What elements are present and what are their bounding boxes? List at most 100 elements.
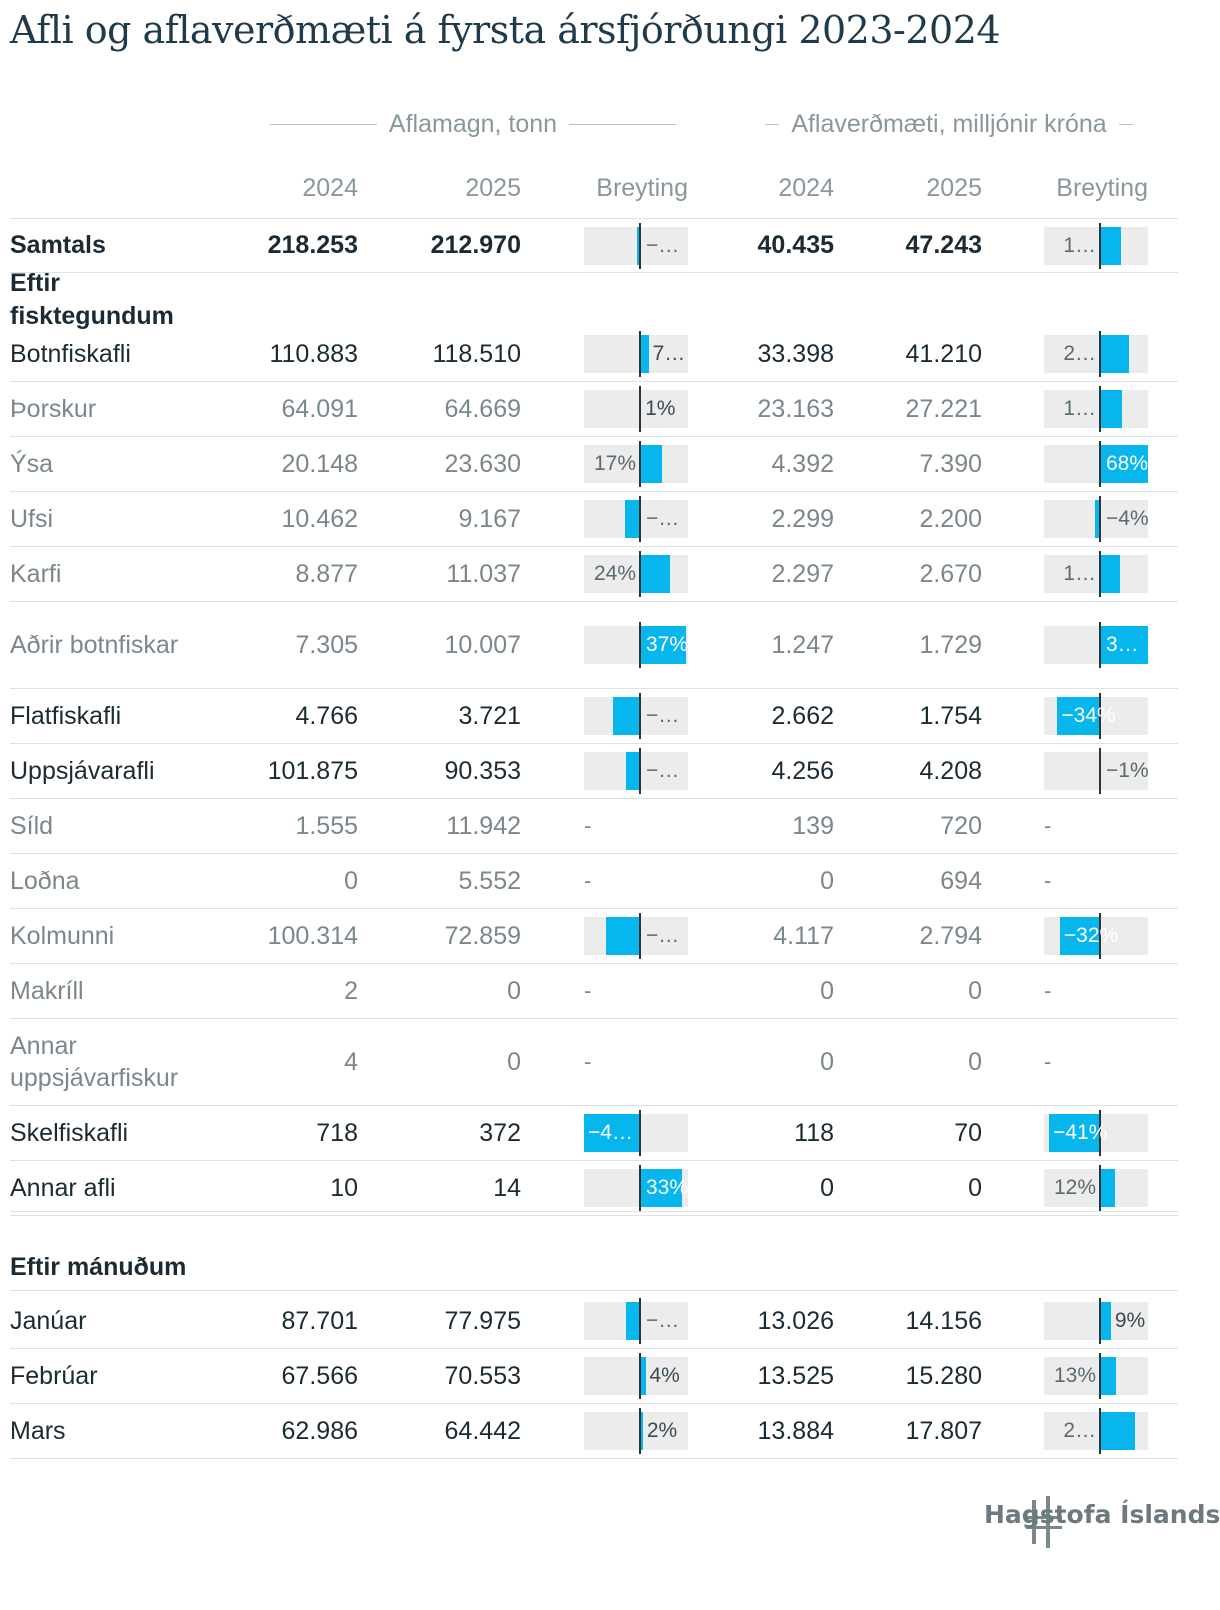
change-bar: −4… <box>584 1110 688 1156</box>
change-label: 2% <box>646 1419 678 1442</box>
value-2025: 0 <box>968 976 982 1005</box>
value-change: 2… <box>1044 1404 1148 1458</box>
zero-axis <box>1099 693 1101 739</box>
table-row: Annar afli 10 14 0 0 33% 12% <box>10 1161 1178 1216</box>
value-2024: 0 <box>820 1173 834 1202</box>
divider-line <box>569 123 677 125</box>
change-label: −… <box>646 924 680 947</box>
change-bar: −32% <box>1044 913 1148 959</box>
value-change: 1… <box>1044 219 1148 272</box>
value-2024: 139 <box>792 811 834 840</box>
zero-axis <box>639 1110 641 1156</box>
value-2025: 1.754 <box>919 701 982 730</box>
volume-change: 2% <box>584 1404 688 1458</box>
value-2025: 14.156 <box>905 1306 982 1335</box>
volume-2024: 100.314 <box>267 921 358 950</box>
volume-2025: 90.353 <box>444 756 521 785</box>
change-label: −34% <box>1061 704 1116 727</box>
value-change: 3… <box>1044 602 1148 688</box>
change-bar: −4% <box>1044 496 1148 542</box>
change-label: 7… <box>652 342 686 365</box>
value-2024: 0 <box>820 866 834 895</box>
table-row: Botnfiskafli 110.883 118.510 33.398 41.210 7…… <box>10 327 1178 382</box>
volume-2025: 23.630 <box>444 449 521 478</box>
change-bar-fill <box>625 752 640 790</box>
volume-change: 17% <box>584 437 688 491</box>
row-label: Ýsa <box>10 449 54 478</box>
zero-axis <box>639 1298 641 1344</box>
volume-2024: 7.305 <box>295 630 358 659</box>
change-label: 13% <box>1053 1364 1096 1387</box>
zero-axis <box>1099 1298 1101 1344</box>
zero-axis <box>639 622 641 668</box>
zero-axis <box>1099 496 1101 542</box>
table-row: Mars 62.986 64.442 13.884 17.807 2% 2… <box>10 1404 1178 1459</box>
volume-2025: 11.037 <box>446 559 521 588</box>
change-bar: −… <box>584 913 688 959</box>
volume-2024: 64.091 <box>281 394 358 423</box>
row-label: Eftir fisktegundum <box>10 269 174 330</box>
divider-line <box>765 123 780 125</box>
volume-change: 24% <box>584 547 688 601</box>
zero-axis <box>639 1165 641 1211</box>
volume-2025: 3.721 <box>458 701 521 730</box>
row-label: Aðrir botnfiskar <box>10 630 179 659</box>
change-bar-fill <box>637 226 640 265</box>
header-rule <box>10 218 1178 219</box>
value-2024: 2.299 <box>771 504 834 533</box>
change-missing: - <box>584 813 592 838</box>
volume-change: −… <box>584 492 688 546</box>
change-bar: −… <box>584 693 688 739</box>
value-change: −41% <box>1044 1106 1148 1160</box>
zero-axis <box>639 1353 641 1399</box>
value-change: - <box>1044 799 1148 853</box>
change-bar-fill <box>640 1412 643 1450</box>
row-label: Annar uppsjávarfiskur <box>10 1031 179 1093</box>
row-label: Janúar <box>10 1306 87 1335</box>
change-bar: 1… <box>1044 551 1148 597</box>
value-2024: 40.435 <box>757 231 834 259</box>
change-bar-fill <box>584 1114 640 1152</box>
change-label: −4… <box>588 1121 633 1144</box>
change-bar-fill <box>1100 1412 1136 1450</box>
change-bar: 17% <box>584 441 688 487</box>
change-bar-fill <box>1100 335 1130 373</box>
value-2025: 47.243 <box>905 231 982 259</box>
change-bar-fill <box>1100 626 1148 664</box>
change-label: 37% <box>646 633 689 656</box>
change-label: 1… <box>1063 562 1096 585</box>
zero-axis <box>1099 331 1101 377</box>
change-label: 33% <box>646 1176 689 1199</box>
value-2024: 13.884 <box>757 1416 834 1445</box>
volume-change: −… <box>584 219 688 272</box>
change-bar-fill <box>640 335 649 373</box>
volume-change: −… <box>584 744 688 798</box>
table-row: Febrúar 67.566 70.553 13.525 15.280 4% 13% <box>10 1349 1178 1404</box>
value-change: 12% <box>1044 1161 1148 1215</box>
change-label: −4% <box>1106 507 1148 530</box>
zero-axis <box>1099 551 1101 597</box>
change-label: 24% <box>593 562 636 585</box>
volume-2024: 4 <box>344 1047 358 1076</box>
change-label: 1% <box>645 397 676 420</box>
volume-2024: 67.566 <box>281 1361 358 1390</box>
value-2024: 2.297 <box>771 559 834 588</box>
change-bar-fill <box>640 445 662 483</box>
table-row: Ufsi 10.462 9.167 2.299 2.200 −… −4% <box>10 492 1178 547</box>
table-row: Janúar 87.701 77.975 13.026 14.156 −… 9% <box>10 1294 1178 1349</box>
change-label: −41% <box>1053 1121 1108 1144</box>
volume-change: −4… <box>584 1106 688 1160</box>
row-label: Botnfiskafli <box>10 339 131 368</box>
change-label: 1… <box>1063 397 1096 420</box>
value-change: - <box>1044 854 1148 908</box>
change-label: 1… <box>1063 233 1096 257</box>
change-bar: 9% <box>1044 1298 1148 1344</box>
volume-change: 4% <box>584 1349 688 1403</box>
volume-change: 1% <box>584 382 688 436</box>
group-label-value: Aflaverðmæti, milljónir króna <box>791 109 1107 138</box>
group-header-value: Aflaverðmæti, milljónir króna <box>744 104 1154 144</box>
table-row: Síld 1.555 11.942 139 720 - - <box>10 799 1178 854</box>
zero-axis <box>639 1408 641 1454</box>
zero-axis <box>639 748 641 794</box>
row-label: Samtals <box>10 231 106 260</box>
